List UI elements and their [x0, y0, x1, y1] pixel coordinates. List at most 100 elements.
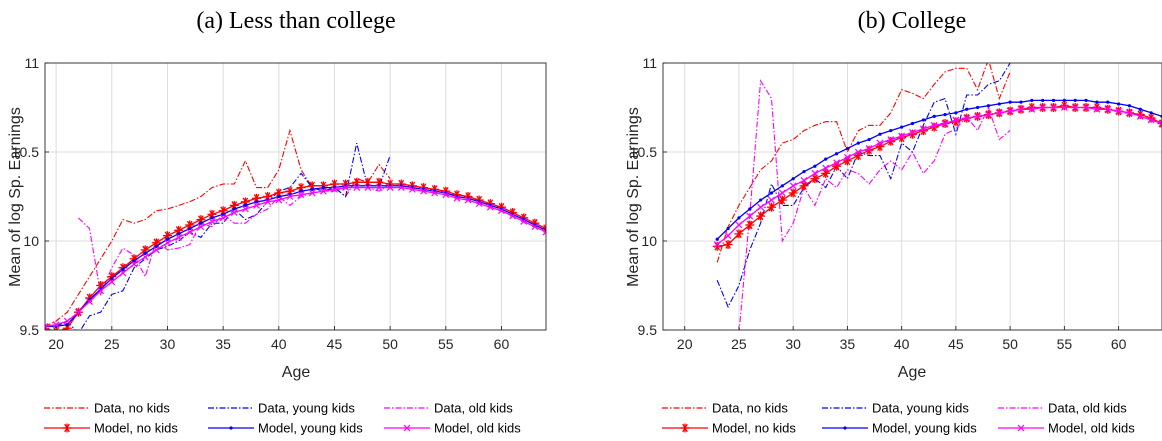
chart-b-xtick-label: 30 — [785, 336, 801, 352]
chart-b-series-6-point — [1104, 105, 1112, 113]
chart-b-series-5-point — [997, 102, 1001, 106]
chart-b-series-6-point — [974, 112, 982, 120]
chart-b-series-6-point — [909, 128, 916, 136]
chart-b-series-6-point — [952, 116, 960, 124]
chart-a-series-6-point — [164, 239, 171, 247]
chart-a-series-6-point — [264, 198, 272, 206]
chart-a-series-4-point — [307, 181, 317, 191]
chart-b-series-5-point — [780, 184, 784, 188]
chart-a-legend-marker — [229, 426, 233, 430]
chart-b-series-5-point — [1051, 98, 1056, 102]
chart-a-xtick-label: 45 — [327, 336, 343, 352]
chart-b-legend-label: Model, old kids — [1048, 421, 1135, 436]
chart-b-series-6-point — [919, 125, 927, 133]
chart-b-legend-label: Data, young kids — [872, 401, 969, 416]
chart-b: 20 25 30 35 40 45 50 55 60 9.5 10 10.5 11 — [630, 55, 1162, 352]
chart-b-series-5-point — [1019, 100, 1023, 104]
chart-b-series-5-point — [1084, 98, 1088, 102]
chart-a-legend-label: Data, young kids — [258, 401, 355, 416]
chart-b-series-6-point — [1060, 104, 1068, 111]
chart-b-series-6-point — [985, 111, 992, 119]
chart-a-ylabel: Mean of log Sp. Earnings — [7, 107, 24, 287]
chart-a-series-6-point — [208, 217, 216, 225]
chart-b-series-5-point — [921, 118, 925, 122]
chart-b-series-4-point — [723, 240, 733, 250]
chart-a-xtick-label: 50 — [382, 336, 398, 352]
chart-b-series-5-point — [954, 111, 958, 115]
chart-b-series-6-point — [1050, 104, 1057, 111]
chart-a-legend: Data, no kids Data, young kids Data, old k… — [44, 401, 521, 436]
chart-a-series-6-point — [353, 184, 361, 192]
chart-a-series-6-point — [308, 189, 316, 197]
chart-a-series-6-line — [45, 186, 546, 328]
chart-b-ytick-label: 10.5 — [630, 144, 657, 160]
chart-a-legend-label: Data, no kids — [94, 401, 170, 416]
chart-b-series-6-point — [1158, 120, 1162, 127]
chart-a-legend-label: Data, old kids — [434, 401, 513, 416]
chart-a-series-6-point — [442, 191, 450, 199]
chart-b-series-5-point — [867, 137, 871, 142]
chart-b-series-6-point — [1126, 109, 1133, 117]
chart-a-ytick-label: 11 — [24, 55, 39, 71]
chart-b-series-6-point — [1071, 104, 1079, 111]
chart-a-series-5-point — [321, 186, 325, 190]
chart-b-series-4-point — [734, 229, 744, 239]
chart-a-series-6-point — [119, 269, 127, 277]
chart-b-series-6-point — [713, 241, 721, 248]
chart-a-series-6-point — [86, 298, 93, 305]
chart-a-series-5-point — [154, 244, 158, 248]
chart-b-series-6-point — [1006, 107, 1014, 115]
chart-b-series-6-point — [724, 232, 732, 240]
chart-b-title: (b) College — [858, 8, 967, 34]
chart-a-xtick-label: 30 — [160, 336, 176, 352]
chart-a-legend-label: Model, no kids — [94, 421, 178, 436]
chart-b-series-6-point — [778, 189, 786, 197]
chart-a-series — [45, 128, 546, 330]
chart-a-series-6-point — [230, 209, 238, 216]
chart-a-series-5-point — [65, 323, 69, 327]
chart-a-series-6-point — [486, 203, 494, 211]
chart-a-series-6-point — [542, 228, 546, 236]
chart-a-series-6-point — [108, 278, 116, 286]
chart-a-series-6-point — [197, 223, 205, 231]
chart-a-xtick-label: 40 — [271, 336, 287, 352]
chart-a-legend-item: Model, old kids — [384, 421, 521, 436]
chart-b-xtick-label: 25 — [731, 336, 747, 352]
chart-b-series-6-point — [854, 148, 862, 156]
chart-a-series-6-point — [331, 185, 338, 193]
chart-a-series-6-point — [453, 194, 461, 202]
chart-b-series — [712, 63, 1162, 330]
chart-a-series-6-point — [509, 212, 517, 220]
chart-b-legend-label: Model, no kids — [712, 421, 796, 436]
chart-b-series-6-point — [746, 212, 754, 220]
chart-b-series-5-point — [1041, 98, 1045, 102]
chart-b-series-6-point — [887, 136, 895, 143]
chart-a-xtick-label: 35 — [215, 336, 231, 352]
chart-b-series-4-point — [821, 168, 831, 178]
chart-a-title: (a) Less than college — [196, 8, 395, 34]
chart-a-legend-item: Data, old kids — [384, 401, 513, 416]
chart-a-series-3-line — [78, 183, 391, 297]
chart-b-ytick-label: 9.5 — [638, 322, 658, 338]
chart-b-series-4-point — [712, 241, 722, 251]
chart-a-series-5-point — [277, 194, 281, 199]
chart-b-series-6-point — [1093, 105, 1101, 113]
chart-b-series-6-point — [1039, 104, 1047, 111]
chart-a-series-6-point — [386, 184, 394, 192]
chart-a-series-4-point — [252, 193, 262, 203]
chart-b-series-6-point — [800, 177, 808, 184]
chart-b-legend-label: Model, young kids — [872, 421, 977, 436]
chart-b-series-6-point — [995, 109, 1003, 117]
chart-b-series-5-point — [1008, 100, 1012, 104]
chart-b-series-6-point — [768, 196, 775, 204]
chart-b-series-6-point — [1082, 104, 1090, 111]
chart-b-xtick-label: 60 — [1111, 336, 1127, 352]
chart-a-ytick-label: 10 — [23, 233, 39, 249]
chart-b-series-5-point — [769, 191, 774, 195]
chart-b-series-6-point — [822, 164, 830, 172]
chart-b-legend-label: Data, old kids — [1048, 401, 1127, 416]
chart-b-series-4-point — [1059, 101, 1069, 111]
chart-b-series-4-point — [799, 181, 809, 191]
chart-b-series-5-point — [856, 141, 860, 145]
chart-b-series-6-point — [1017, 105, 1025, 113]
